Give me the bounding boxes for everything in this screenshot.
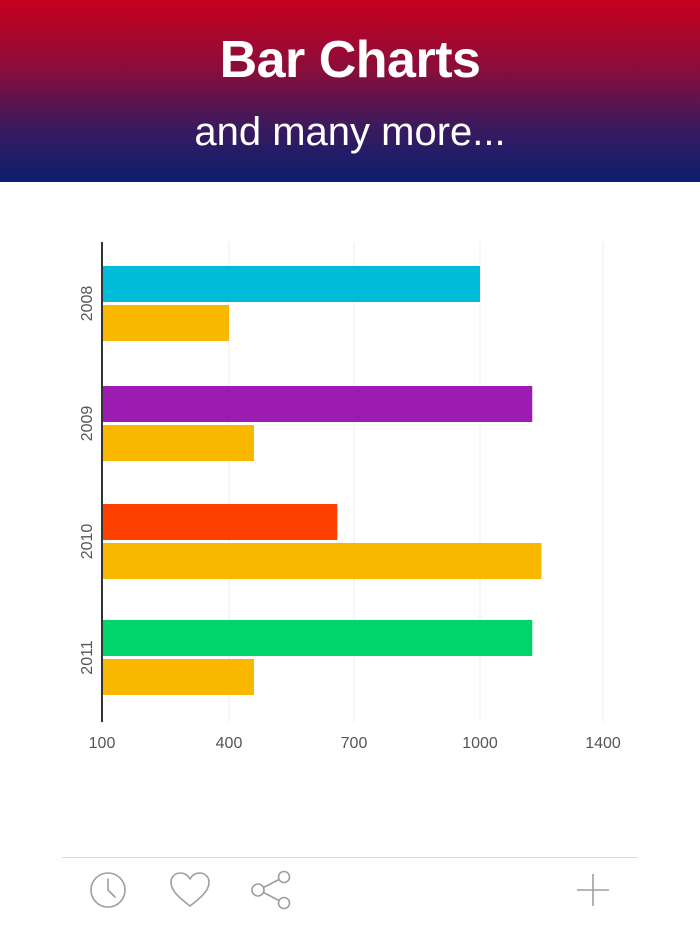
x-tick-label: 400 xyxy=(216,735,243,752)
bar xyxy=(102,425,254,461)
favorite-button[interactable] xyxy=(166,866,214,914)
bar xyxy=(102,386,533,422)
share-icon xyxy=(251,870,291,910)
plus-icon xyxy=(577,874,609,906)
bar-chart: 2008 2009 2010 2011 100 400 700 1000 1400 xyxy=(0,182,700,802)
bar xyxy=(102,305,229,341)
x-tick-label: 700 xyxy=(341,735,368,752)
share-button[interactable] xyxy=(247,866,295,914)
hero-subtitle: and many more... xyxy=(194,110,506,154)
history-button[interactable] xyxy=(84,866,132,914)
add-button[interactable] xyxy=(569,866,617,914)
heart-icon xyxy=(170,872,210,907)
hero-banner: Bar Charts and many more... xyxy=(0,0,700,182)
category-label: 2008 xyxy=(79,286,96,322)
category-label: 2011 xyxy=(79,640,96,675)
bar xyxy=(102,659,254,695)
bar xyxy=(102,266,480,302)
bar xyxy=(102,620,533,656)
x-tick-label: 1400 xyxy=(585,735,621,752)
bar-chart-svg: 2008 2009 2010 2011 100 400 700 1000 1400 xyxy=(79,242,621,752)
toolbar-divider xyxy=(62,857,638,858)
category-label: 2010 xyxy=(79,524,96,560)
clock-icon xyxy=(90,872,126,908)
hero-title: Bar Charts xyxy=(219,31,481,89)
category-label: 2009 xyxy=(79,406,96,442)
x-tick-label: 100 xyxy=(89,735,116,752)
x-tick-label: 1000 xyxy=(462,735,498,752)
bar xyxy=(102,543,542,579)
bar xyxy=(102,504,338,540)
